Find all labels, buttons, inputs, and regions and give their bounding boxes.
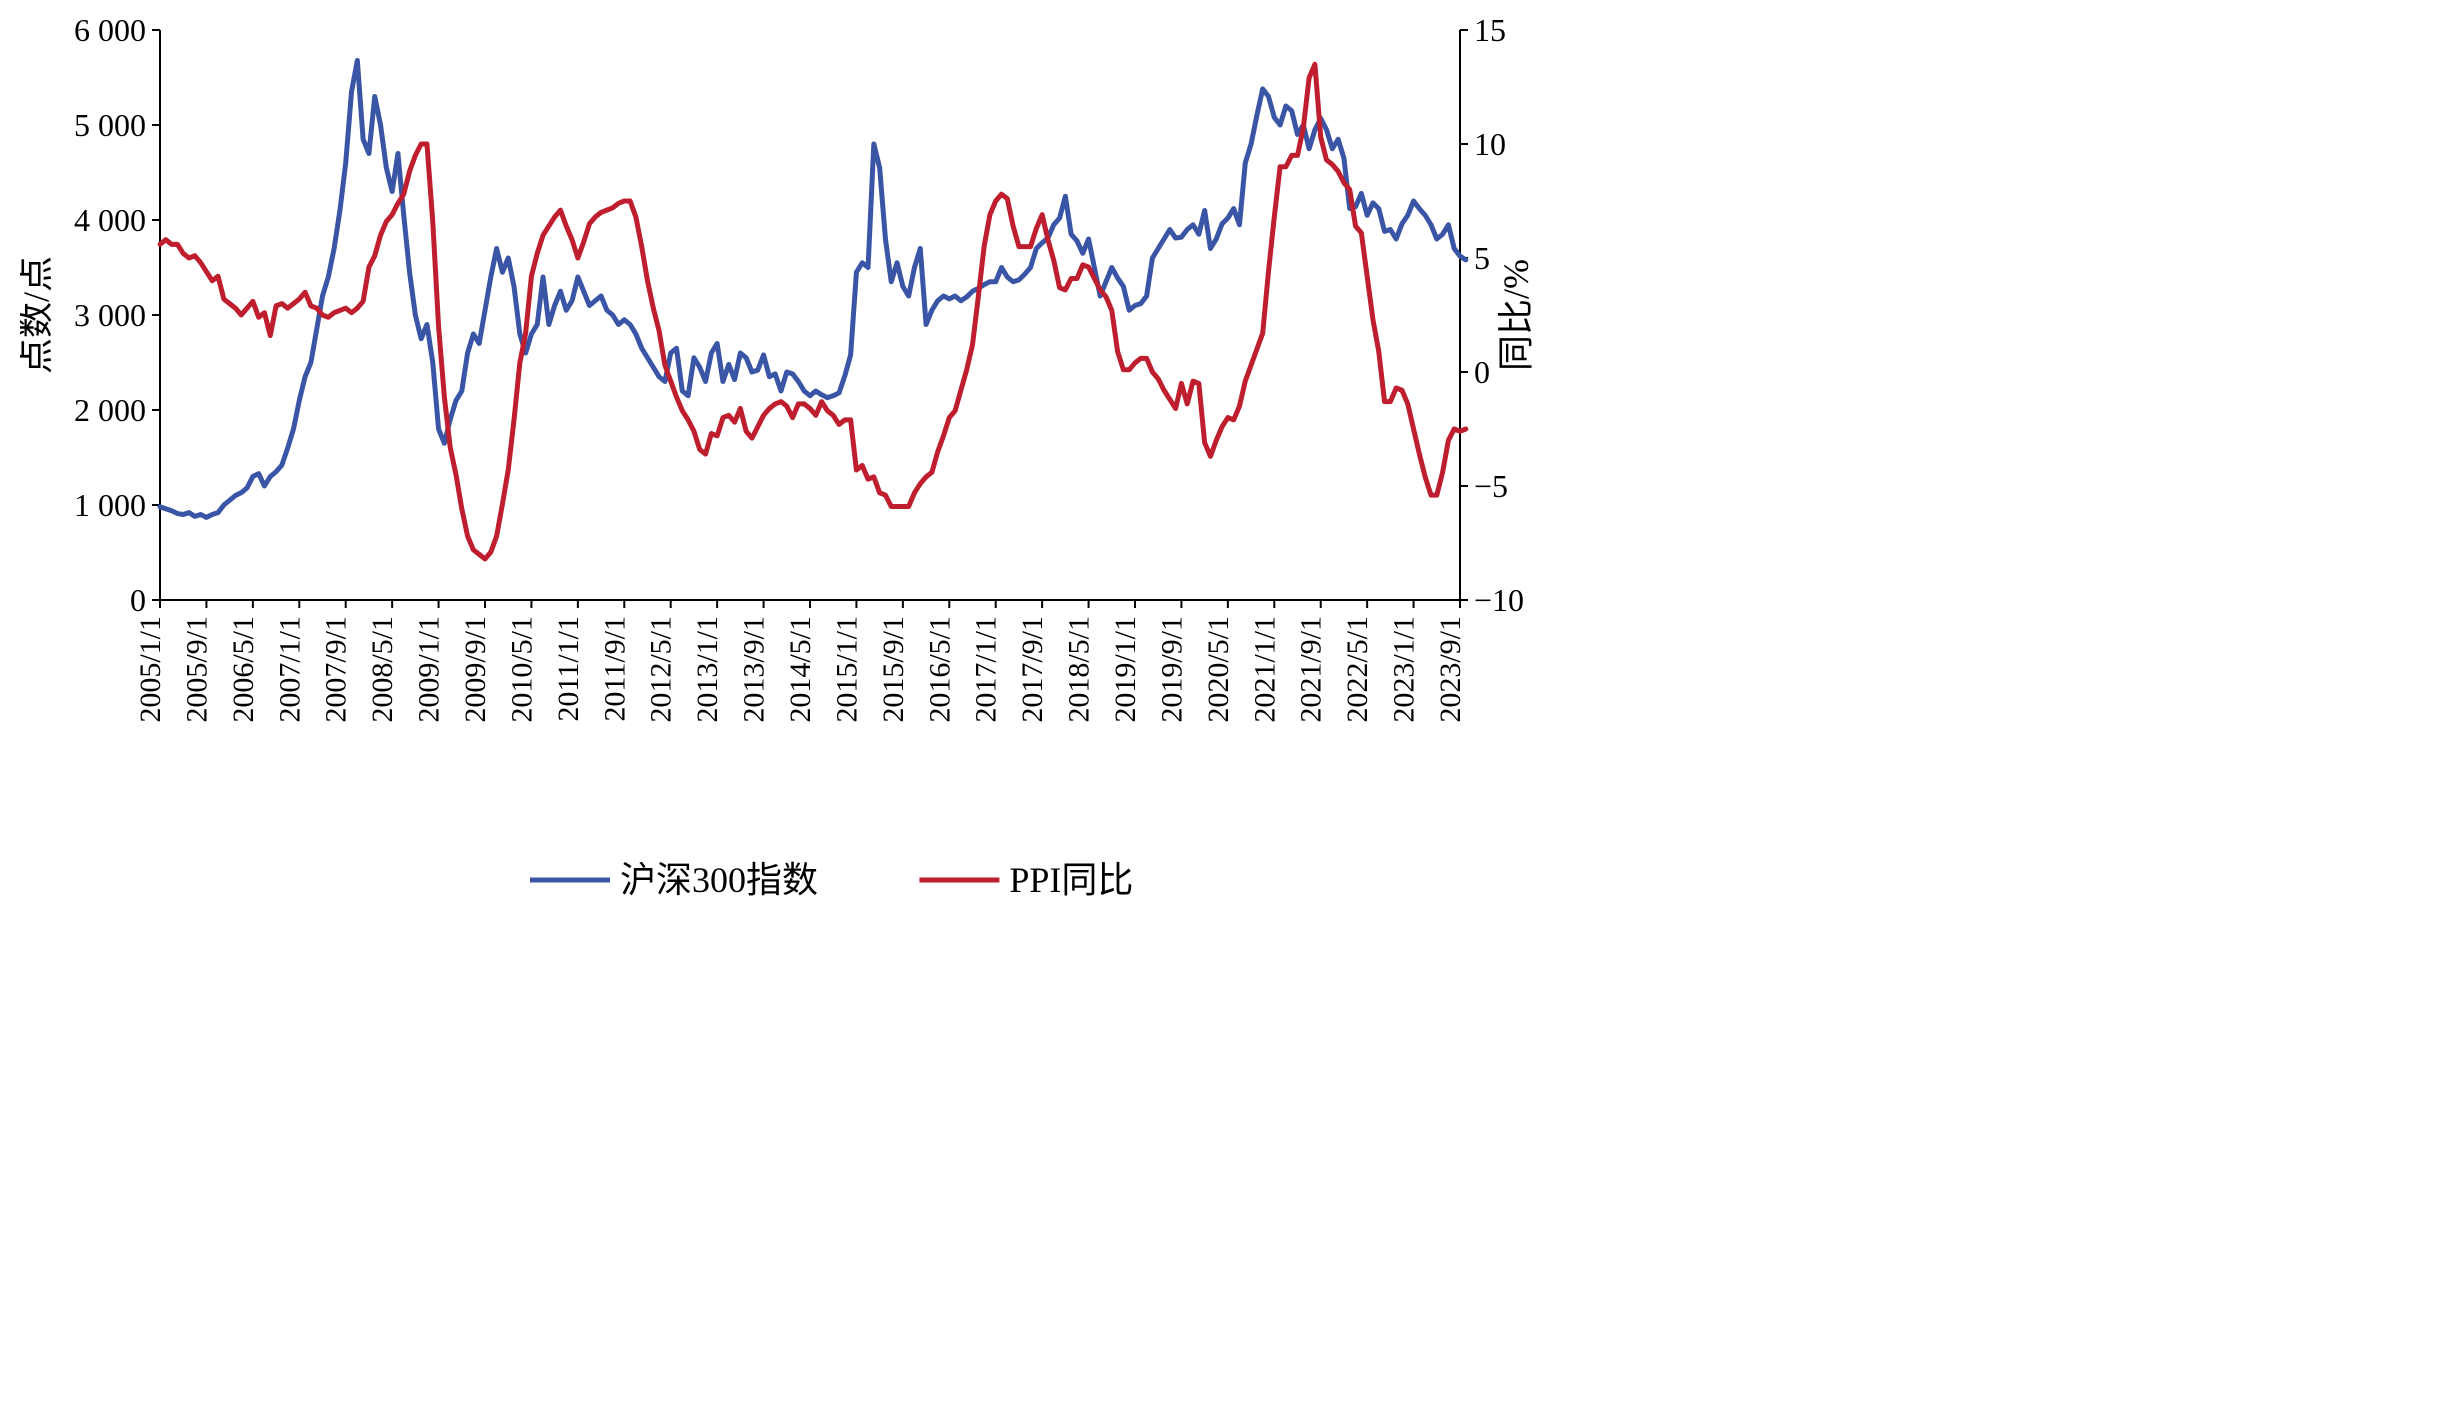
x-tick-label: 2019/1/1 <box>1109 616 1142 723</box>
chart-container: 0 1 000 2 000 3 000 4 000 5 000 6 000 −10 −5 0 5 10… <box>20 20 1550 910</box>
x-tick-label: 2007/1/1 <box>273 616 306 723</box>
x-tick-label: 2010/5/1 <box>505 616 538 723</box>
x-tick-label: 2015/9/1 <box>877 616 910 723</box>
x-tick-label: 2018/5/1 <box>1063 616 1096 723</box>
y1-tick-label: 4 000 <box>74 202 146 238</box>
x-tick-label: 2009/1/1 <box>413 616 446 723</box>
x-tick-label: 2005/1/1 <box>134 616 167 723</box>
x-tick-label: 2011/1/1 <box>552 616 585 722</box>
x-tick-label: 2022/5/1 <box>1341 616 1374 723</box>
x-tick-label: 2021/9/1 <box>1295 616 1328 723</box>
x-tick-label: 2020/5/1 <box>1202 616 1235 723</box>
x-tick-label: 2009/9/1 <box>459 616 492 723</box>
y1-tick-label: 1 000 <box>74 487 146 523</box>
x-tick-label: 2017/9/1 <box>1016 616 1049 723</box>
y2-tick-label: −5 <box>1474 468 1508 504</box>
x-tick-label: 2015/1/1 <box>830 616 863 723</box>
x-tick-label: 2016/5/1 <box>923 616 956 723</box>
y1-tick-label: 3 000 <box>74 297 146 333</box>
y1-tick-label: 6 000 <box>74 20 146 48</box>
x-tick-label: 2013/9/1 <box>738 616 771 723</box>
x-tick-label: 2017/1/1 <box>970 616 1003 723</box>
y2-tick-label: −10 <box>1474 582 1524 618</box>
y2-tick-label: 15 <box>1474 20 1506 48</box>
legend-label: 沪深300指数 <box>620 860 818 900</box>
y2-tick-label: 5 <box>1474 240 1490 276</box>
x-tick-label: 2006/5/1 <box>227 616 260 723</box>
x-tick-label: 2019/9/1 <box>1155 616 1188 723</box>
x-tick-label: 2023/1/1 <box>1388 616 1421 723</box>
x-tick-label: 2014/5/1 <box>784 616 817 723</box>
x-tick-label: 2012/5/1 <box>645 616 678 723</box>
x-tick-label: 2023/9/1 <box>1434 616 1467 723</box>
legend-label: PPI同比 <box>1009 860 1133 900</box>
x-tick-label: 2005/9/1 <box>180 616 213 723</box>
y2-axis-label: 同比/% <box>1496 259 1536 371</box>
y1-tick-label: 5 000 <box>74 107 146 143</box>
y1-axis-label: 点数/点 <box>20 256 56 374</box>
x-tick-label: 2007/9/1 <box>320 616 353 723</box>
dual-axis-line-chart: 0 1 000 2 000 3 000 4 000 5 000 6 000 −10 −5 0 5 10… <box>20 20 1550 910</box>
x-tick-label: 2008/5/1 <box>366 616 399 723</box>
y2-tick-label: 10 <box>1474 126 1506 162</box>
y1-tick-label: 2 000 <box>74 392 146 428</box>
x-tick-label: 2013/1/1 <box>691 616 724 723</box>
y1-tick-label: 0 <box>130 582 146 618</box>
y2-tick-label: 0 <box>1474 354 1490 390</box>
x-tick-label: 2021/1/1 <box>1248 616 1281 723</box>
x-tick-label: 2011/9/1 <box>598 616 631 722</box>
